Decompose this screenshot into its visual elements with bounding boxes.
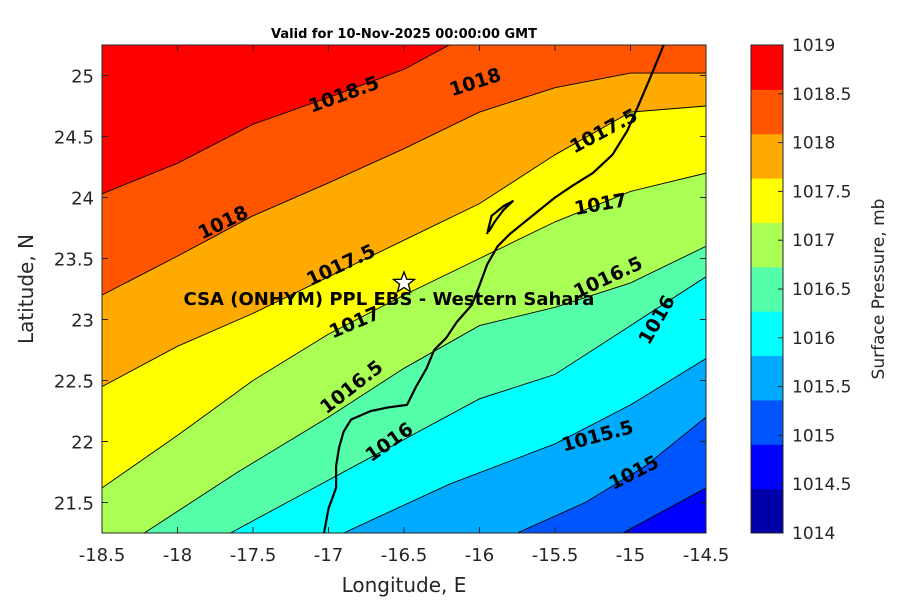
x-tick-label: -16 <box>465 545 494 566</box>
y-tick-label: 24.5 <box>54 128 94 149</box>
colorbar-segment-7 <box>751 178 783 223</box>
contour-lines <box>102 45 706 533</box>
contour-line-1018.5 <box>102 45 450 195</box>
contour-line-1015 <box>517 416 706 533</box>
peninsula-line <box>486 200 514 235</box>
colorbar-segment-10 <box>751 45 783 90</box>
x-tick-label: -15 <box>616 545 645 566</box>
colorbar-tick-label: 1016.5 <box>792 280 851 300</box>
colorbar-segment-8 <box>751 133 783 179</box>
contour-line-1015.5 <box>343 358 706 533</box>
colorbar-label: Surface Pressure, mb <box>869 199 889 380</box>
y-tick-label: 24 <box>71 189 94 210</box>
x-axis-label: Longitude, E <box>342 573 467 597</box>
colorbar: 1014 1014.5 1015 1015.5 1016 1016.5 1017 1017.5… <box>750 36 851 544</box>
contour-line-1014.5 <box>622 487 706 533</box>
colorbar-tick-label: 1018 <box>792 134 835 154</box>
site-star-icon <box>391 270 417 294</box>
y-tick-label: 25 <box>71 67 94 88</box>
colorbar-tick-label: 1017 <box>792 231 835 251</box>
contour-line-1017 <box>102 172 706 489</box>
colorbar-segment-4 <box>751 311 783 357</box>
x-tick-label: -17 <box>314 545 343 566</box>
colorbar-segment-1 <box>751 444 783 490</box>
colorbar-segment-5 <box>751 266 783 312</box>
colorbar-segment-0 <box>751 488 783 534</box>
y-tick-label: 22 <box>71 433 94 454</box>
site-marker-group: CSA (ONHYM) PPL EBS - Western Sahara <box>184 270 595 310</box>
colorbar-segment-9 <box>751 89 783 135</box>
pressure-band-10 <box>102 45 450 194</box>
colorbar-tick-label: 1014 <box>792 524 835 544</box>
colorbar-segment-2 <box>751 399 783 445</box>
x-axis-ticks: -18.5 -18 -17.5 -17 -16.5 -16 -15.5 -15 -14.5 <box>79 45 730 566</box>
x-tick-label: -18 <box>163 545 192 566</box>
colorbar-tick-label: 1015 <box>792 426 835 446</box>
contour-line-1017.5 <box>102 105 706 387</box>
coastline-line <box>322 45 665 533</box>
contour-line-1016 <box>230 276 706 533</box>
colorbar-tick-label: 1016 <box>792 329 835 349</box>
x-tick-label: -14.5 <box>683 545 730 566</box>
y-tick-label: 22.5 <box>54 372 94 393</box>
colorbar-tick-label: 1014.5 <box>792 475 851 495</box>
x-tick-label: -17.5 <box>230 545 277 566</box>
plot-area <box>102 45 706 533</box>
colorbar-segment-6 <box>751 222 783 268</box>
contour-line-1018 <box>102 72 706 296</box>
y-tick-label: 23.5 <box>54 250 94 271</box>
y-tick-label: 21.5 <box>54 494 94 515</box>
colorbar-segment-3 <box>751 355 783 401</box>
y-axis-ticks: 21.5 22 22.5 23 23.5 24 24.5 25 <box>54 67 706 515</box>
contour-line-1016.5 <box>144 245 706 533</box>
colorbar-tick-label: 1015.5 <box>792 378 851 398</box>
pressure-bands <box>102 45 706 533</box>
x-tick-label: -16.5 <box>381 545 428 566</box>
y-axis-label: Latitude, N <box>14 234 38 344</box>
colorbar-tick-label: 1019 <box>792 36 835 56</box>
x-tick-label: -15.5 <box>532 545 579 566</box>
site-label: CSA (ONHYM) PPL EBS - Western Sahara <box>184 289 595 310</box>
chart-title: Valid for 10-Nov-2025 00:00:00 GMT <box>271 27 537 42</box>
coastline <box>322 45 665 533</box>
colorbar-tick-label: 1017.5 <box>792 182 851 202</box>
colorbar-tick-label: 1018.5 <box>792 85 851 105</box>
x-tick-label: -18.5 <box>79 545 126 566</box>
y-tick-label: 23 <box>71 311 94 332</box>
